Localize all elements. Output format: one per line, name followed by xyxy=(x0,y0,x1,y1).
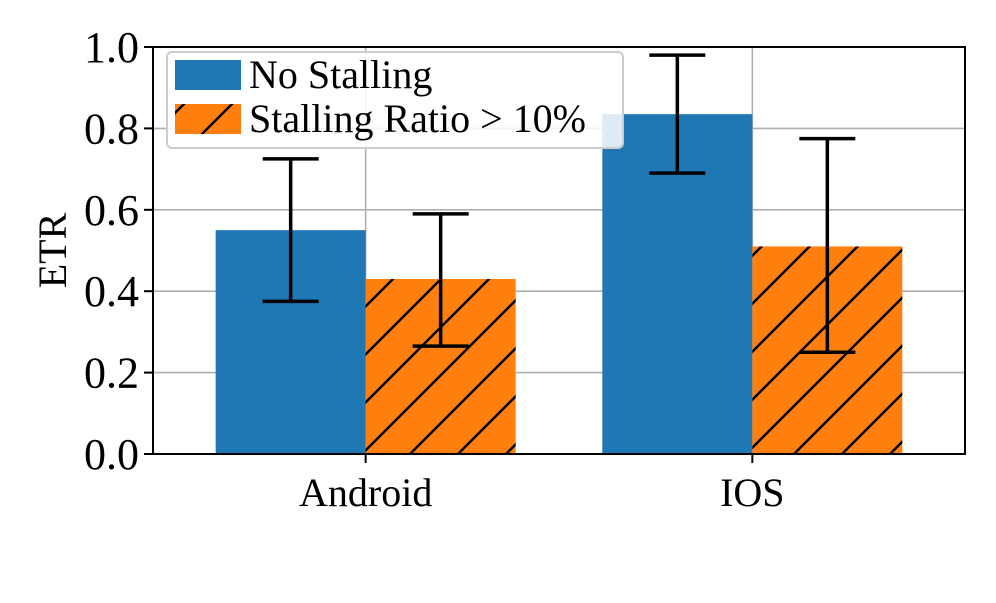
y-tick-label: 0.0 xyxy=(84,430,139,479)
legend-label-no-stalling: No Stalling xyxy=(249,52,432,97)
y-axis-label: ETR xyxy=(30,212,75,288)
x-tick-label-ios: IOS xyxy=(720,470,784,515)
legend-box xyxy=(166,51,624,149)
axes xyxy=(152,46,966,455)
tick-labels: 0.0 0.2 0.4 0.6 0.8 1.0 Android IOS xyxy=(84,23,785,515)
legend-swatch-no-stalling xyxy=(175,60,241,90)
x-tick-label-android: Android xyxy=(299,470,432,515)
legend-swatch-stalling xyxy=(175,104,241,134)
y-tick-label: 0.8 xyxy=(84,104,139,153)
error-bars xyxy=(262,53,856,354)
bars xyxy=(215,114,903,454)
y-tick-label: 0.2 xyxy=(84,349,139,398)
legend-label-stalling: Stalling Ratio > 10% xyxy=(249,96,586,141)
y-tick-label: 1.0 xyxy=(84,23,139,72)
y-tick-label: 0.6 xyxy=(84,186,139,235)
plot-frame xyxy=(152,46,966,455)
y-tick-label: 0.4 xyxy=(84,267,139,316)
